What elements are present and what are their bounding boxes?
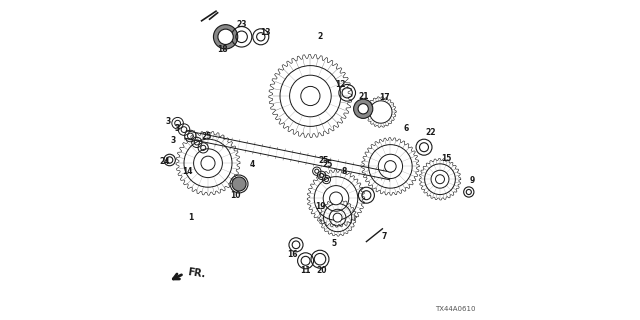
- Text: 10: 10: [230, 191, 241, 200]
- Text: 2: 2: [317, 32, 323, 41]
- Circle shape: [330, 192, 342, 205]
- Text: 18: 18: [217, 45, 228, 54]
- Text: 25: 25: [318, 156, 328, 164]
- Text: 1: 1: [188, 213, 193, 222]
- Text: 25: 25: [201, 132, 212, 140]
- Text: 15: 15: [441, 154, 452, 163]
- Text: 6: 6: [404, 124, 409, 132]
- Text: 3: 3: [165, 117, 171, 126]
- Circle shape: [218, 29, 234, 44]
- Text: FR.: FR.: [187, 268, 207, 280]
- Circle shape: [385, 161, 396, 172]
- Circle shape: [358, 104, 369, 114]
- Text: 25: 25: [323, 160, 333, 169]
- Text: TX44A0610: TX44A0610: [435, 306, 475, 312]
- Text: 17: 17: [379, 93, 389, 102]
- Text: 8: 8: [341, 167, 347, 176]
- Circle shape: [353, 99, 372, 118]
- Text: 23: 23: [236, 20, 247, 28]
- Text: 22: 22: [425, 128, 436, 137]
- Text: 21: 21: [358, 92, 369, 100]
- Circle shape: [214, 25, 238, 49]
- Text: 24: 24: [159, 157, 170, 166]
- Text: 4: 4: [250, 160, 255, 169]
- Text: 5: 5: [332, 239, 337, 248]
- Text: 13: 13: [260, 28, 271, 36]
- Circle shape: [333, 213, 342, 222]
- Text: 7: 7: [381, 232, 387, 241]
- Circle shape: [301, 86, 320, 106]
- Circle shape: [201, 156, 215, 170]
- Text: 9: 9: [469, 176, 475, 185]
- Text: 3: 3: [175, 124, 180, 132]
- Text: 14: 14: [182, 167, 193, 176]
- Text: 20: 20: [316, 266, 327, 275]
- Text: 19: 19: [315, 202, 325, 211]
- Text: 3: 3: [170, 136, 175, 145]
- Circle shape: [232, 177, 246, 191]
- Text: 16: 16: [287, 250, 298, 259]
- Circle shape: [435, 175, 445, 184]
- Text: 12: 12: [335, 80, 346, 89]
- Text: 11: 11: [300, 266, 311, 275]
